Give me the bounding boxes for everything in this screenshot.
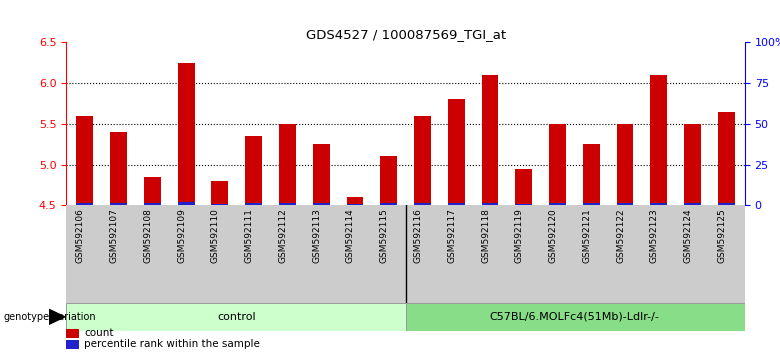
Bar [66,340,79,349]
Bar [684,203,701,205]
Text: GSM592106: GSM592106 [76,208,85,263]
Bar [346,204,363,205]
Bar [178,202,194,205]
Text: GSM592120: GSM592120 [548,208,558,263]
Bar [651,75,667,205]
Bar [211,181,229,205]
Text: control: control [218,312,256,322]
Bar [718,112,735,205]
Text: GSM592123: GSM592123 [650,208,659,263]
Text: percentile rank within the sample: percentile rank within the sample [84,339,260,349]
Bar [516,169,532,205]
Bar [346,197,363,205]
Bar [313,203,330,205]
Bar [406,303,745,331]
Text: GSM592116: GSM592116 [413,208,423,263]
Bar [66,303,406,331]
Text: GSM592107: GSM592107 [110,208,119,263]
Text: GSM592108: GSM592108 [144,208,152,263]
Bar [684,124,701,205]
Bar [144,177,161,205]
Bar [481,203,498,205]
Bar [279,203,296,205]
Bar [718,203,735,205]
Bar [448,203,465,205]
Bar [481,75,498,205]
Bar [516,204,532,205]
Bar [651,203,667,205]
Bar [245,136,262,205]
Bar [414,203,431,205]
Bar [583,144,600,205]
Bar [110,203,127,205]
Bar [381,156,397,205]
Text: GSM592124: GSM592124 [683,208,693,263]
Polygon shape [49,309,65,324]
Text: GSM592111: GSM592111 [245,208,254,263]
Title: GDS4527 / 100087569_TGI_at: GDS4527 / 100087569_TGI_at [306,28,505,41]
Bar [144,203,161,205]
Text: GSM592122: GSM592122 [616,208,625,263]
Text: GSM592119: GSM592119 [515,208,523,263]
Bar [279,124,296,205]
Bar [76,116,94,205]
Text: GSM592113: GSM592113 [312,208,321,263]
Bar [110,132,127,205]
Text: genotype/variation: genotype/variation [4,312,97,322]
Text: GSM592121: GSM592121 [583,208,591,263]
Bar [178,63,194,205]
Text: GSM592117: GSM592117 [447,208,456,263]
Bar [549,203,566,205]
Text: GSM592118: GSM592118 [481,208,490,263]
Text: GSM592110: GSM592110 [211,208,220,263]
Bar [448,99,465,205]
Bar [617,203,633,205]
Bar [381,203,397,205]
Bar [245,203,262,205]
Bar [313,144,330,205]
Bar [617,124,633,205]
Text: GSM592112: GSM592112 [278,208,288,263]
Text: GSM592114: GSM592114 [346,208,355,263]
Bar [66,329,79,338]
Text: GSM592115: GSM592115 [380,208,388,263]
Bar [549,124,566,205]
Bar [76,203,94,205]
Text: C57BL/6.MOLFc4(51Mb)-Ldlr-/-: C57BL/6.MOLFc4(51Mb)-Ldlr-/- [490,312,659,322]
Bar [211,204,229,205]
Bar [414,116,431,205]
Text: count: count [84,329,114,338]
Text: GSM592125: GSM592125 [718,208,726,263]
Bar [583,203,600,205]
Text: GSM592109: GSM592109 [177,208,186,263]
